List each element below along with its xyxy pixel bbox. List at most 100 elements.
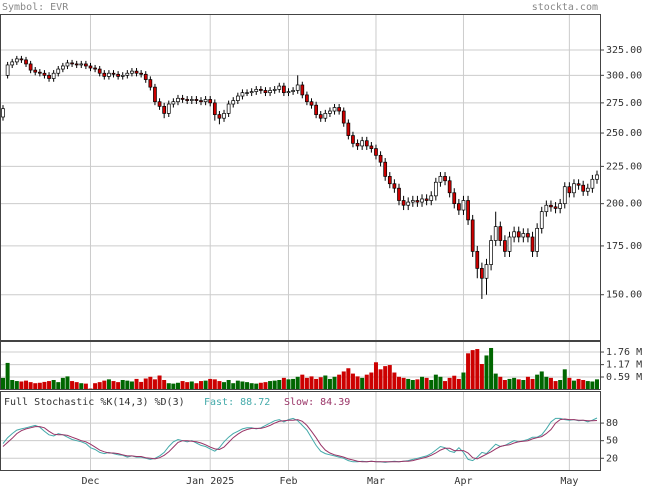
candle-body bbox=[392, 183, 397, 189]
volume-bar bbox=[521, 379, 526, 390]
candle-body bbox=[102, 72, 107, 77]
volume-bar bbox=[254, 383, 259, 390]
volume-bar bbox=[116, 382, 121, 390]
candle-body bbox=[549, 204, 553, 208]
volume-bar bbox=[512, 377, 517, 390]
volume-bar bbox=[139, 381, 144, 390]
price-panel bbox=[0, 14, 601, 341]
volume-bar bbox=[281, 377, 286, 390]
candle-body bbox=[19, 58, 24, 61]
volume-bar bbox=[37, 382, 42, 390]
volume-bar bbox=[111, 381, 116, 390]
candle-body bbox=[157, 101, 162, 107]
volume-bar bbox=[14, 381, 19, 390]
volume-bar bbox=[245, 382, 250, 390]
volume-bar bbox=[585, 381, 590, 390]
candle-body bbox=[576, 183, 581, 186]
volume-bar bbox=[24, 380, 29, 390]
volume-bar bbox=[42, 381, 47, 390]
x-tick-label: Mar bbox=[367, 476, 385, 486]
candle-body bbox=[84, 63, 88, 67]
candle-body bbox=[420, 198, 424, 203]
y-tick-label: 50 bbox=[606, 436, 618, 447]
volume-bar bbox=[203, 380, 208, 390]
candle-body bbox=[272, 89, 277, 91]
candle-body bbox=[51, 72, 56, 79]
candle-body bbox=[194, 99, 199, 101]
candle-body bbox=[235, 95, 240, 101]
volume-bar bbox=[106, 379, 111, 390]
volume-bar bbox=[498, 376, 503, 390]
volume-bar bbox=[535, 374, 540, 390]
volume-bar bbox=[277, 379, 282, 390]
candle-body bbox=[79, 63, 84, 66]
candle-body bbox=[503, 240, 507, 252]
slow-value: 84.39 bbox=[320, 397, 350, 408]
candle-body bbox=[14, 58, 19, 63]
candle-body bbox=[97, 68, 102, 74]
volume-bar bbox=[378, 369, 383, 390]
fast-legend: Fast: 88.72 bbox=[204, 397, 270, 408]
volume-bar bbox=[217, 381, 222, 390]
candle-body bbox=[28, 63, 33, 71]
volume-bar bbox=[530, 378, 535, 390]
volume-bar bbox=[548, 377, 553, 390]
candle-body bbox=[212, 102, 217, 115]
candle-body bbox=[337, 107, 341, 112]
candle-body bbox=[1, 108, 5, 118]
volume-bar bbox=[125, 380, 130, 390]
candle-body bbox=[61, 65, 65, 70]
marks-layer bbox=[1, 55, 599, 463]
candle-body bbox=[383, 161, 388, 177]
volume-bar bbox=[286, 379, 291, 390]
slow-legend: Slow: 84.39 bbox=[284, 397, 350, 408]
candle-body bbox=[65, 62, 70, 67]
candle-body bbox=[305, 94, 309, 103]
volume-bar bbox=[461, 372, 466, 390]
candle-body bbox=[351, 135, 355, 144]
volume-bar bbox=[79, 383, 84, 390]
volume-bar bbox=[443, 381, 448, 390]
volume-bar bbox=[415, 379, 420, 390]
fast-value: 88.72 bbox=[240, 397, 270, 408]
volume-bar bbox=[401, 377, 406, 390]
candle-body bbox=[88, 65, 93, 69]
candle-body bbox=[180, 97, 185, 100]
candle-body bbox=[489, 240, 493, 265]
y-tick-label: 1.17 M bbox=[606, 360, 642, 371]
volume-bar bbox=[387, 365, 392, 390]
volume-bar bbox=[383, 366, 388, 390]
y-tick-label: 225.00 bbox=[606, 161, 642, 172]
fast-name: Fast: bbox=[204, 397, 234, 408]
candle-body bbox=[37, 71, 42, 74]
volume-bar bbox=[516, 379, 521, 390]
candle-body bbox=[461, 200, 466, 211]
volume-bar bbox=[369, 372, 374, 390]
volume-bar bbox=[166, 383, 171, 390]
volume-bar bbox=[332, 376, 337, 390]
candle-body bbox=[341, 110, 346, 124]
candle-body bbox=[572, 183, 576, 194]
volume-bar bbox=[576, 378, 581, 390]
candle-body bbox=[189, 99, 194, 101]
volume-bar bbox=[120, 379, 125, 390]
volume-bar bbox=[567, 377, 572, 390]
candle-body bbox=[143, 73, 148, 80]
volume-bar bbox=[447, 377, 452, 390]
volume-bar bbox=[222, 382, 227, 390]
candle-body bbox=[268, 90, 272, 94]
candle-body bbox=[507, 236, 512, 252]
volume-bar bbox=[83, 383, 88, 390]
candle-body bbox=[295, 84, 300, 91]
volume-bar bbox=[558, 379, 563, 390]
candle-body bbox=[259, 89, 263, 91]
y-tick-label: 300.00 bbox=[606, 70, 642, 81]
volume-bar bbox=[484, 355, 489, 390]
y-tick-label: 0.59 M bbox=[606, 372, 642, 383]
volume-bar bbox=[240, 381, 245, 390]
candle-body bbox=[521, 233, 526, 238]
volume-bar bbox=[235, 380, 240, 390]
stochastic-line bbox=[2, 418, 598, 463]
volume-bar bbox=[249, 383, 254, 390]
